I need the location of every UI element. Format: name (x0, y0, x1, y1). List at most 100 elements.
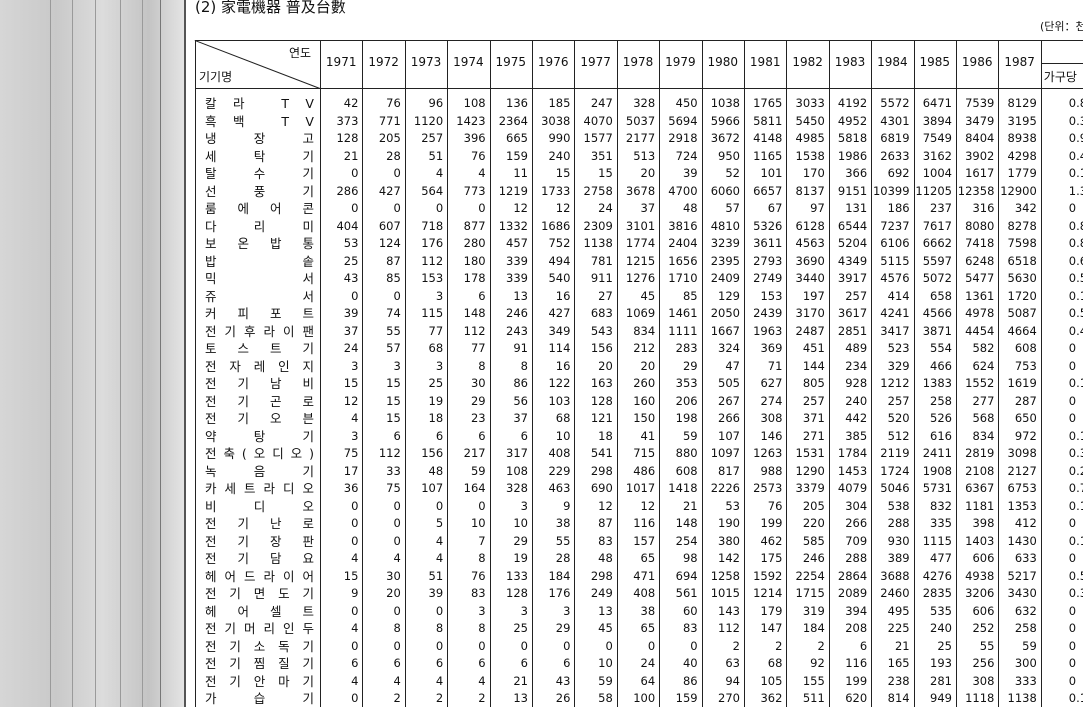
cell-value: 190 (718, 516, 740, 530)
cell-value: 5204 (837, 236, 868, 250)
cell-value: 752 (548, 236, 571, 250)
cell-value: 427 (378, 183, 401, 198)
cell-value: 7549 (922, 131, 952, 145)
cell-value: 6 (393, 428, 401, 443)
cell-value: 624 (972, 358, 995, 373)
corner-top: 연도 (288, 46, 312, 60)
table-border (1040, 63, 1083, 64)
cell-value: 39 (682, 166, 698, 180)
cell-value: 949 (930, 691, 952, 705)
cell-value: 277 (972, 393, 995, 408)
column-rule (701, 40, 703, 707)
cell-value: 1219 (498, 183, 528, 198)
cell-value: 112 (421, 253, 444, 268)
cell-value: 156 (421, 446, 444, 460)
cell-value: 163 (590, 376, 613, 390)
cell-value: 65 (640, 551, 656, 565)
scan-line (50, 0, 51, 707)
cell-value: 753 (1014, 358, 1037, 373)
cell-value: 990 (548, 131, 571, 145)
cell-value: 7539 (965, 96, 995, 110)
cell-value: 1165 (753, 148, 783, 163)
cell-value: 68 (555, 411, 571, 425)
cell-per-household: 0 (1068, 411, 1077, 425)
cell-value: 6662 (922, 236, 952, 250)
cell-value: 0 (351, 638, 359, 653)
year-header: 1978 (622, 55, 654, 69)
cell-value: 3 (563, 603, 571, 618)
cell-value: 6518 (1007, 253, 1037, 268)
cell-per-household: 0.5 (1068, 306, 1083, 320)
cell-value: 832 (930, 498, 952, 513)
cell-value: 57 (386, 341, 401, 355)
cell-value: 0 (605, 638, 613, 653)
cell-value: 55 (979, 638, 995, 653)
cell-value: 3611 (753, 236, 783, 250)
cell-value: 180 (463, 253, 486, 268)
row-name: 전기난로 (205, 516, 335, 531)
cell-per-household: 0.1 (1068, 691, 1083, 705)
row-name: 세탁기 (205, 148, 352, 164)
cell-value: 59 (598, 673, 613, 688)
cell-value: 4148 (753, 131, 783, 145)
cell-value: 212 (633, 341, 656, 355)
cell-value: 4 (351, 621, 359, 635)
cell-per-household: 0.1 (1068, 376, 1083, 390)
cell-value: 2 (775, 638, 783, 653)
cell-value: 328 (633, 96, 656, 110)
corner-bottom: 기기명 (199, 70, 233, 84)
cell-value: 12358 (957, 183, 995, 198)
cell-value: 0 (647, 638, 656, 653)
cell-value: 3195 (1007, 113, 1037, 128)
cell-value: 266 (845, 516, 868, 530)
cell-value: 36 (343, 481, 359, 495)
cell-value: 92 (810, 656, 825, 670)
cell-value: 67 (767, 201, 783, 215)
cell-value: 254 (675, 533, 698, 548)
cell-value: 252 (972, 621, 995, 635)
cell-value: 9 (563, 498, 571, 513)
cell-value: 37 (343, 323, 359, 338)
cell-value: 37 (640, 201, 656, 215)
cell-value: 1418 (668, 481, 698, 495)
cell-value: 98 (682, 551, 698, 565)
cell-value: 159 (506, 148, 528, 163)
cell-value: 4563 (795, 236, 825, 250)
cell-value: 0 (393, 516, 401, 530)
cell-value: 371 (802, 411, 825, 425)
cell-value: 715 (633, 446, 656, 460)
cell-value: 41 (640, 428, 656, 443)
cell-value: 335 (930, 516, 952, 530)
cell-value: 5450 (795, 113, 825, 128)
cell-value: 3170 (795, 306, 825, 320)
cell-value: 128 (590, 393, 613, 408)
cell-value: 30 (386, 568, 401, 583)
cell-value: 316 (972, 201, 995, 215)
cell-value: 3902 (965, 148, 995, 163)
cell-value: 541 (590, 446, 613, 460)
cell-per-household: 0.1 (1068, 166, 1083, 180)
cell-value: 24 (598, 201, 613, 215)
cell-value: 408 (548, 446, 571, 460)
cell-value: 1531 (795, 446, 825, 460)
cell-value: 369 (760, 341, 783, 355)
cell-per-household: 0.3 (1068, 446, 1083, 460)
cell-value: 199 (845, 673, 868, 688)
cell-value: 658 (930, 288, 952, 303)
cell-value: 5731 (922, 481, 952, 495)
cell-value: 0 (435, 638, 444, 653)
cell-value: 55 (386, 323, 401, 338)
cell-value: 25 (343, 253, 359, 268)
cell-value: 87 (598, 516, 613, 530)
year-header: 1985 (919, 55, 951, 69)
cell-value: 650 (1014, 411, 1037, 425)
cell-value: 512 (887, 428, 910, 443)
cell-value: 2749 (753, 271, 783, 285)
cell-value: 3617 (837, 306, 868, 320)
row-name: 선풍기 (205, 183, 352, 199)
cell-value: 45 (640, 288, 656, 303)
cell-value: 4978 (965, 306, 995, 320)
cell-value: 0 (520, 638, 528, 653)
cell-value: 20 (598, 358, 613, 373)
cell-value: 2309 (583, 218, 613, 233)
